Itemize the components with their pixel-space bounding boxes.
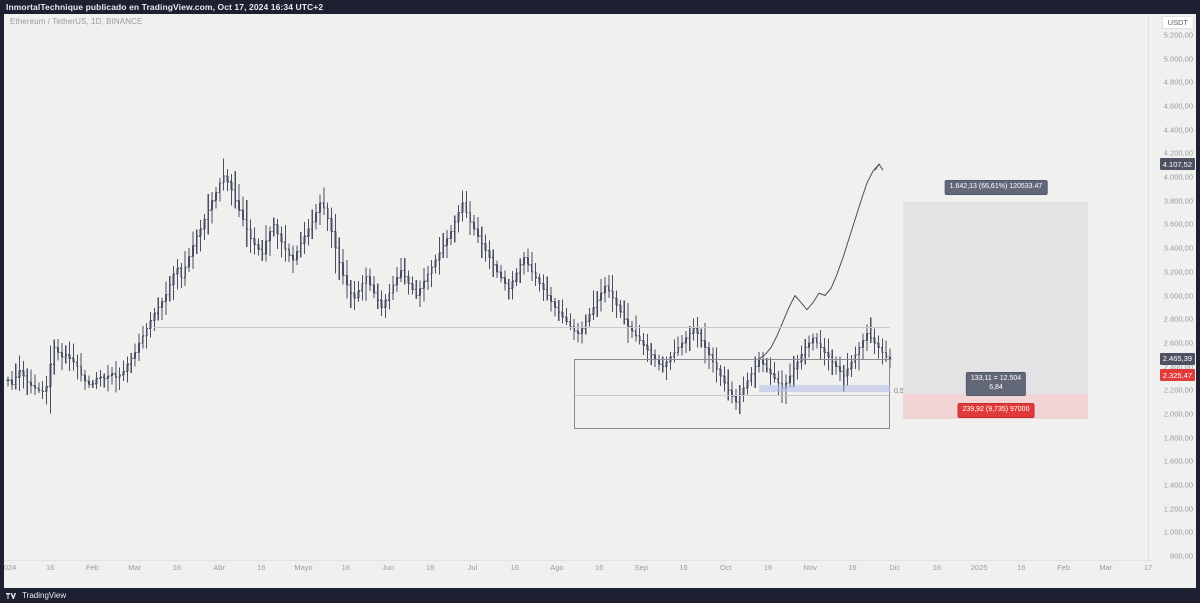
price-tick: 2.200,00 — [1163, 385, 1193, 395]
price-tick: 1.200,00 — [1163, 504, 1193, 514]
time-tick: Mayo — [294, 563, 313, 572]
time-tick: 2025 — [970, 563, 988, 572]
time-tick: Dic — [889, 563, 901, 572]
price-scale[interactable]: USDT 5.200,00 5.000,00 4.800,00 4.600,00 4.4… — [1148, 14, 1196, 574]
publisher-bar: InmortalTechnique publicado en TradingVi… — [0, 0, 1200, 14]
time-tick: 16 — [1017, 563, 1026, 572]
time-tick: 16 — [594, 563, 604, 572]
price-tick: 3.400,00 — [1163, 243, 1193, 253]
price-tick: 5.000,00 — [1163, 54, 1193, 64]
chart-plot-pane[interactable]: 0,5 1.642,13 (66,61%) 120533.47 133,11 =… — [4, 28, 1152, 573]
support-line-lower[interactable] — [574, 395, 890, 396]
price-tick: 2.000,00 — [1163, 409, 1193, 419]
fib-band-0.5[interactable] — [759, 385, 890, 392]
time-tick: Jul — [467, 563, 478, 572]
chart-frame[interactable]: Ethereum / TetherUS, 1D, BINANCE 0,5 1. — [4, 14, 1196, 588]
price-tick: 4.200,00 — [1163, 148, 1193, 158]
time-tick: 16 — [848, 563, 857, 572]
time-tick: 17 — [1143, 563, 1153, 572]
long-position-target-tag[interactable]: 1.642,13 (66,61%) 120533.47 — [944, 180, 1048, 195]
time-tick: Sep — [634, 563, 649, 572]
time-tick: Nov — [803, 563, 817, 572]
fib-level-label: 0,5 — [894, 388, 904, 395]
price-tick: 1.400,00 — [1163, 480, 1193, 490]
time-tick: 16 — [763, 563, 773, 572]
symbol-info-line[interactable]: Ethereum / TetherUS, 1D, BINANCE — [10, 17, 143, 26]
long-position-profit-zone[interactable] — [903, 202, 1088, 394]
projection-price-label[interactable]: 4.107,52 — [1159, 158, 1195, 171]
price-tick: 3.600,00 — [1163, 219, 1193, 229]
resistance-line-mid[interactable] — [574, 359, 890, 360]
time-tick: Feb — [1057, 563, 1071, 572]
time-tick: Mar — [1099, 563, 1113, 572]
price-tick: 4.800,00 — [1163, 77, 1193, 87]
time-tick: 16 — [679, 563, 688, 572]
currency-badge[interactable]: USDT — [1161, 16, 1194, 29]
tradingview-logo-icon — [6, 592, 17, 600]
price-series-svg — [6, 158, 892, 415]
price-tick: 2.600,00 — [1163, 338, 1193, 348]
last-price-label[interactable]: 2.465,39 — [1159, 352, 1195, 365]
time-tick: Ago — [550, 563, 564, 572]
long-position-entry-tag[interactable]: 133,11 = 12.504 6,84 — [965, 372, 1027, 396]
time-tick: Mar — [128, 563, 142, 572]
time-tick: 16 — [426, 563, 435, 572]
entry-tag-line-2: 6,84 — [989, 383, 1003, 391]
time-tick: Abr — [213, 563, 225, 572]
time-tick: 16 — [510, 563, 519, 572]
time-tick: 16 — [172, 563, 182, 572]
price-tick: 3.000,00 — [1163, 291, 1193, 300]
time-tick: 16 — [257, 563, 266, 572]
time-tick: 16 — [46, 563, 55, 572]
time-scale[interactable]: 2024 16 Feb Mar 16 Abr 16 Mayo 16 Jun 16 Jul 16 Ago 16… — [4, 560, 1152, 574]
long-position-stop-tag[interactable]: 239,92 (9,735) 97000 — [957, 403, 1035, 418]
price-tick: 3.800,00 — [1163, 196, 1193, 206]
time-tick: Feb — [85, 563, 99, 572]
price-tick: 3.200,00 — [1163, 267, 1193, 277]
price-tick: 1.800,00 — [1163, 433, 1193, 443]
time-tick: Oct — [719, 563, 732, 572]
time-tick: 16 — [341, 563, 350, 572]
price-tick: 5.200,00 — [1163, 30, 1193, 40]
brand-bar: TradingView — [0, 588, 1200, 603]
range-rectangle[interactable] — [574, 359, 890, 429]
price-tick: 4.600,00 — [1163, 101, 1193, 111]
price-tick: 4.400,00 — [1163, 125, 1193, 135]
price-tick: 1.000,00 — [1163, 527, 1193, 537]
price-tick: 1.600,00 — [1163, 456, 1193, 466]
price-tick: 2.800,00 — [1163, 314, 1193, 324]
stop-price-label[interactable]: 2.325,47 — [1159, 369, 1195, 382]
brand-label: TradingView — [22, 591, 67, 600]
time-tick: 2024 — [4, 563, 17, 572]
resistance-line-upper[interactable] — [154, 327, 890, 328]
time-tick: Jun — [381, 563, 395, 572]
price-tick: 4.000,00 — [1163, 172, 1193, 182]
entry-tag-line-1: 133,11 = 12.504 — [970, 375, 1022, 382]
time-tick: 16 — [932, 563, 942, 572]
price-tick: 2.400,00 — [1163, 362, 1193, 372]
price-tick: 800,00 — [1170, 551, 1193, 561]
